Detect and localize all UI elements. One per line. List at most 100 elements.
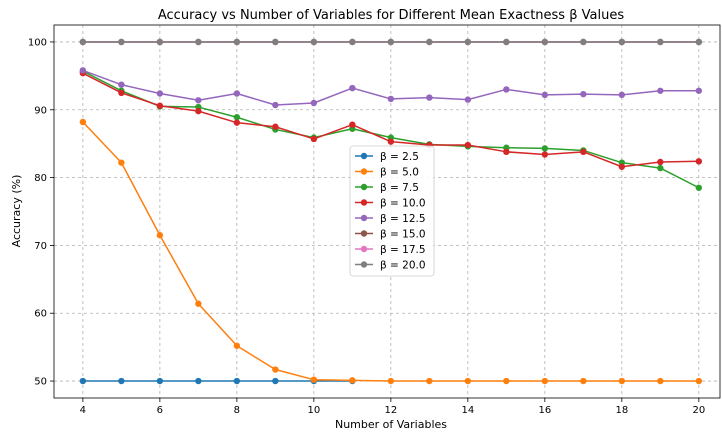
- data-point: [695, 87, 703, 94]
- legend-item: β = 10.0: [355, 197, 426, 209]
- data-point: [580, 90, 587, 98]
- data-point: [695, 184, 703, 191]
- x-tick-label: 20: [692, 405, 705, 416]
- data-point: [79, 67, 87, 74]
- x-tick-label: 8: [234, 405, 240, 416]
- data-point: [233, 90, 241, 97]
- legend-item: β = 15.0: [355, 228, 426, 240]
- data-point: [503, 148, 510, 156]
- data-point: [618, 38, 626, 46]
- data-point: [79, 38, 87, 46]
- data-point: [156, 377, 164, 385]
- data-point: [233, 114, 241, 121]
- data-point: [156, 232, 164, 239]
- data-point: [349, 84, 356, 92]
- legend-item: β = 7.5: [355, 182, 419, 194]
- data-point: [195, 107, 202, 115]
- data-point: [657, 377, 664, 385]
- data-point: [233, 342, 241, 349]
- data-point: [272, 377, 279, 385]
- data-point: [426, 377, 433, 385]
- data-point: [233, 38, 241, 46]
- data-point: [195, 300, 202, 307]
- data-point: [118, 38, 125, 46]
- series-0: [79, 377, 356, 385]
- legend-label: β = 2.5: [380, 151, 419, 163]
- data-point: [657, 87, 664, 94]
- x-axis-label: Number of Variables: [335, 418, 447, 431]
- data-point: [118, 81, 125, 88]
- data-point: [272, 123, 279, 130]
- x-tick-label: 14: [461, 405, 474, 416]
- legend-label: β = 5.0: [380, 166, 419, 178]
- legend-label: β = 12.5: [380, 213, 426, 225]
- data-point: [541, 377, 549, 385]
- x-tick-label: 10: [307, 405, 320, 416]
- x-tick-label: 18: [615, 405, 628, 416]
- data-point: [695, 158, 703, 165]
- data-point: [541, 91, 549, 99]
- y-tick-label: 100: [28, 37, 47, 48]
- data-point: [195, 97, 202, 104]
- data-point: [657, 158, 664, 166]
- data-point: [387, 377, 395, 385]
- y-tick-label: 60: [34, 309, 47, 320]
- x-tick-label: 12: [384, 405, 397, 416]
- data-point: [580, 38, 587, 46]
- legend-swatch-marker: [360, 230, 368, 237]
- y-axis-label: Accuracy (%): [10, 175, 23, 248]
- legend-label: β = 7.5: [380, 182, 419, 194]
- data-point: [118, 89, 125, 97]
- data-point: [310, 38, 318, 46]
- legend-item: β = 5.0: [355, 166, 419, 178]
- data-point: [156, 38, 164, 46]
- y-tick-label: 90: [34, 105, 47, 116]
- data-point: [118, 377, 125, 385]
- legend-box: [349, 145, 435, 277]
- legend-item: β = 2.5: [355, 151, 419, 163]
- data-point: [195, 38, 202, 46]
- x-tick-label: 4: [80, 405, 86, 416]
- data-point: [464, 377, 472, 385]
- data-point: [118, 159, 125, 166]
- data-point: [387, 95, 395, 103]
- legend-label: β = 15.0: [380, 228, 426, 240]
- data-point: [657, 38, 664, 46]
- data-point: [156, 90, 164, 97]
- data-point: [387, 138, 395, 145]
- data-point: [272, 366, 279, 373]
- data-point: [541, 151, 549, 158]
- data-point: [233, 377, 241, 385]
- data-point: [503, 38, 510, 46]
- legend-label: β = 20.0: [380, 259, 426, 271]
- legend-item: β = 17.5: [355, 244, 426, 256]
- data-point: [464, 141, 472, 149]
- data-point: [657, 164, 664, 172]
- series-3: [79, 69, 703, 170]
- data-point: [541, 145, 549, 152]
- data-point: [580, 377, 587, 385]
- series-layer: [79, 38, 703, 385]
- data-point: [310, 376, 318, 383]
- data-point: [618, 163, 626, 170]
- data-point: [349, 38, 356, 46]
- legend-swatch-marker: [360, 199, 368, 206]
- y-axis: 50 60 70 80 90 100: [28, 37, 54, 388]
- data-point: [464, 96, 472, 103]
- data-point: [618, 91, 626, 99]
- y-tick-label: 70: [34, 241, 47, 252]
- data-point: [272, 38, 279, 46]
- data-point: [541, 38, 549, 46]
- legend-swatch-marker: [360, 152, 368, 160]
- data-point: [464, 38, 472, 46]
- legend-label: β = 17.5: [380, 244, 426, 256]
- data-point: [349, 377, 356, 384]
- plot-area-frame: [53, 24, 721, 399]
- data-point: [272, 101, 279, 109]
- legend-swatch-marker: [360, 168, 368, 175]
- series-1: [79, 118, 703, 385]
- series-4: [79, 67, 703, 109]
- legend-swatch-marker: [360, 214, 368, 222]
- data-point: [426, 94, 433, 101]
